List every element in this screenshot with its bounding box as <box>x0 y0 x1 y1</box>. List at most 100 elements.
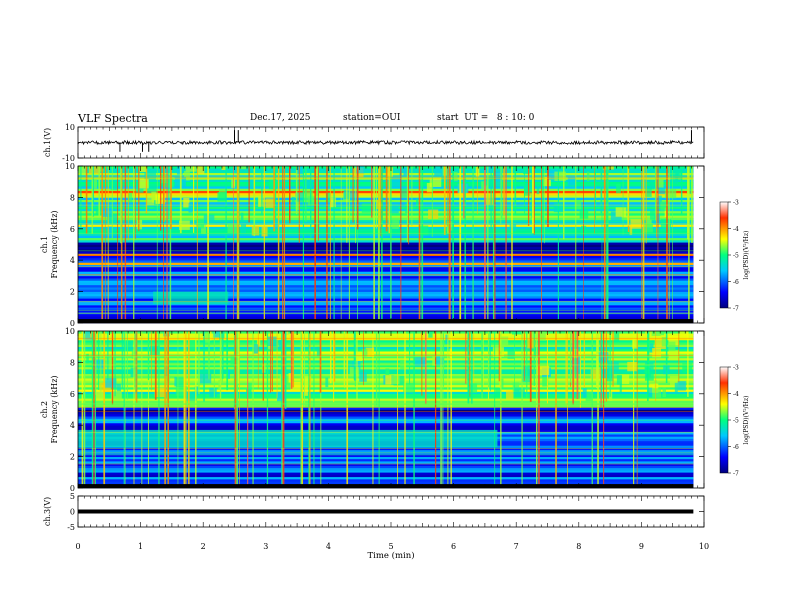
ch1_spec-freq-band <box>78 233 694 236</box>
ch1_spec-activity-block <box>184 171 190 181</box>
ch1_spec-freq-band <box>78 179 694 182</box>
ch1_spec-freq-band <box>78 275 694 279</box>
ch2_spec-activity-block <box>644 364 650 374</box>
ch1_spec-activity-block <box>356 166 365 174</box>
ch1_spec-activity-block <box>255 197 261 207</box>
ch1_spec-activity-block <box>657 184 666 195</box>
ch1_spec-freq-band <box>78 215 694 218</box>
ch2_spec-freq-band <box>78 353 694 356</box>
date-label: Dec.17, 2025 <box>250 113 311 123</box>
ch2_spec-activity-block <box>506 390 514 400</box>
ch1_spec-activity-block <box>428 209 439 219</box>
ch2_spec-ytick-label: 4 <box>70 421 75 430</box>
ch2_spec-activity-block <box>614 331 620 341</box>
ch2_spec-activity-block <box>668 341 676 352</box>
ch1_spec-freq-band <box>78 192 694 196</box>
ch2_spec-activity-block <box>385 375 392 385</box>
x-tick-label: 1 <box>138 542 143 551</box>
ch1_spec-freq-band <box>78 289 694 292</box>
ch2_spec-freq-band <box>78 427 694 430</box>
ch2_spec-activity-block <box>582 388 587 398</box>
ch1_spec-freq-band <box>78 298 694 301</box>
ch2_spec-freq-band <box>78 456 694 460</box>
ch2_spec-freq-band <box>78 366 694 370</box>
ch1_spec-activity-block <box>88 166 101 174</box>
ch2_spec-ytick-label: 0 <box>70 484 75 493</box>
ch2_spec-freq-band <box>78 465 694 469</box>
ch2_spec-activity-block <box>590 369 601 379</box>
ch1_spec-activity-block <box>536 184 540 195</box>
ch1_spec-activity-block <box>492 176 502 187</box>
ch1_spec-freq-band <box>78 260 694 263</box>
ch1_spec-activity-block <box>554 171 567 181</box>
ch2_spec-freq-band <box>78 346 694 350</box>
ch1_spec-freq-band <box>78 296 694 299</box>
ch2_spec-activity-block <box>514 387 525 397</box>
ch2_spec-activity-block <box>649 343 654 353</box>
ch2_spec-freq-band <box>78 467 694 471</box>
ch2_spec-freq-band <box>78 384 694 388</box>
ch1_spec-activity-block <box>670 174 679 184</box>
ch1_spec-freq-band <box>78 269 694 272</box>
ch2_spec-activity-block <box>390 374 400 384</box>
ch1_spec-colorbar-tick-label: -7 <box>733 306 739 313</box>
ch1_spec-freq-band <box>78 168 694 171</box>
ch1_spec-freq-band <box>78 186 694 189</box>
ch1_spec-activity-block <box>660 201 670 211</box>
ch2_spec-spectrogram <box>78 331 694 489</box>
ch1_spec-activity-block <box>390 176 401 187</box>
ch2_spec-activity-block <box>627 361 638 372</box>
ch2_spec-ytick-label: 6 <box>70 390 75 399</box>
ch2_spec-freq-band <box>78 458 694 462</box>
x-tick-label: 0 <box>75 542 80 551</box>
ch1_spec-activity-block <box>650 210 655 220</box>
ch2_spec-freq-band <box>78 335 694 339</box>
ch1_spec-freq-band <box>78 307 694 310</box>
ch2_spec-activity-block <box>94 359 105 369</box>
ch1_spec-activity-block <box>250 179 254 190</box>
ch2_spec-activity-block <box>270 339 278 350</box>
ch2_spec-freq-band <box>78 418 694 422</box>
ch1_spec-activity-block <box>303 191 314 201</box>
ch2_spec-colorbar-tick-label: -4 <box>733 391 739 398</box>
ch1_spec-activity-block <box>176 166 183 175</box>
ch2_spec-activity-block <box>110 391 122 401</box>
ch2_spec-freq-band <box>78 481 694 484</box>
ch1_spec-activity-block <box>509 221 517 232</box>
ch1_spec-freq-band <box>78 284 694 288</box>
ch2_spec-colorbar <box>719 366 729 474</box>
ch2_spec-activity-block <box>116 383 121 394</box>
ch1_spec-activity-block <box>486 166 494 173</box>
ch2_spec-colorbar-label: log(PSD)(V²/Hz) <box>743 396 750 445</box>
ch2_spec-activity-block <box>105 378 117 388</box>
ch1_spec-activity-block <box>457 183 469 193</box>
ch2_spec-freq-band <box>78 479 694 482</box>
ch1_spec-activity-block <box>185 166 197 172</box>
ch2_spec-activity-block <box>123 341 133 351</box>
ch3-ytick-label: -5 <box>67 523 75 532</box>
ch2_spec-activity-block <box>361 348 368 359</box>
ch2_spec-activity-block <box>674 382 678 393</box>
ch2_spec-activity-block <box>199 373 212 384</box>
ch2_spec-freq-band <box>78 402 694 406</box>
ch2_spec-activity-block <box>82 331 94 340</box>
ch1_spec-freq-band <box>78 228 694 232</box>
ch2_spec-freq-band <box>78 405 694 408</box>
ch2_spec-activity-block <box>500 378 504 389</box>
ch2_spec-activity-block <box>654 339 667 350</box>
ch1_spec-freq-band <box>78 170 694 174</box>
x-tick-label: 9 <box>639 542 644 551</box>
ch1_spec-freq-band <box>78 262 694 265</box>
ch2_spec-activity-block <box>495 387 502 398</box>
ch2_spec-dc-band <box>78 484 694 488</box>
ch1_spec-freq-band <box>78 271 694 274</box>
ch2_spec-freq-band <box>78 452 694 455</box>
ch2_spec-freq-band <box>78 413 694 417</box>
ch1_spec-activity-block <box>615 207 627 217</box>
ch1_spec-freq-band <box>78 287 694 290</box>
ch2_spec-activity-block <box>213 331 223 338</box>
ch2_spec-ylabel-channel: ch.2 <box>40 401 49 418</box>
ch1_spec-activity-block <box>343 189 349 200</box>
ch1_spec-activity-block <box>251 225 260 236</box>
